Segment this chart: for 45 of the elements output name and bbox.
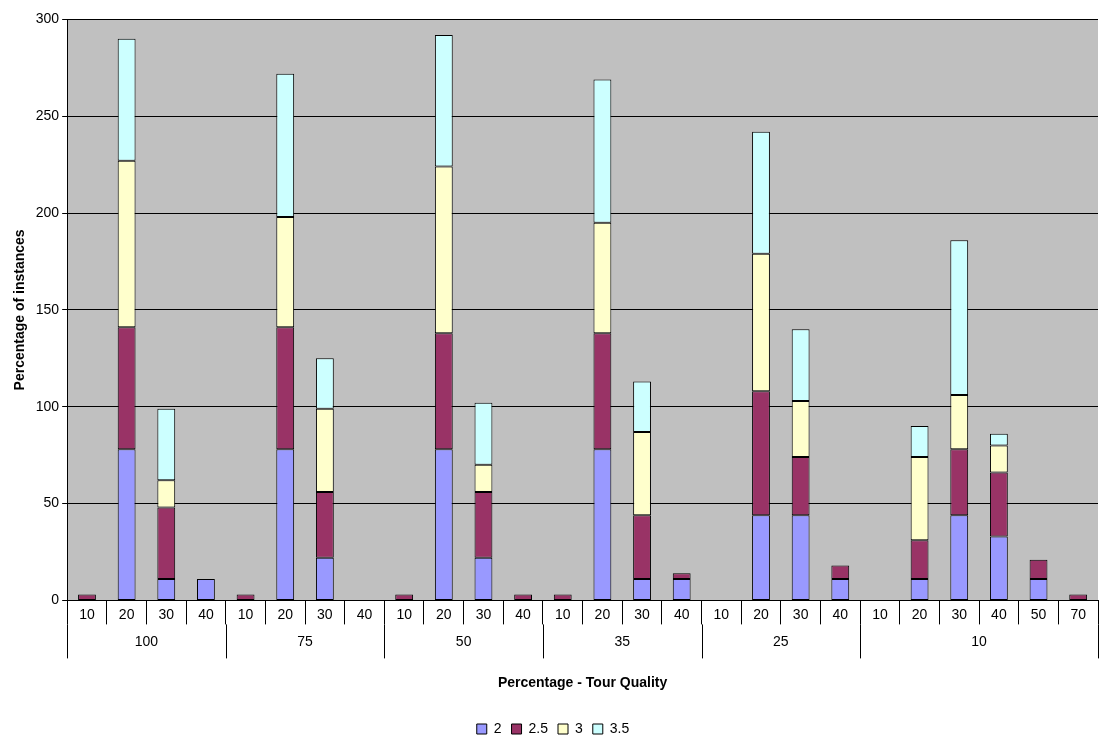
text: 50: [455, 633, 472, 650]
text: 35: [614, 633, 631, 650]
y-tick-label: 100: [35, 397, 60, 414]
x-tick-label: 30: [634, 605, 651, 622]
x-tick-label: 40: [515, 605, 532, 622]
legend-label: 2.5: [528, 719, 549, 736]
x-tick-label: 20: [594, 605, 611, 622]
x-tick-label: 70: [1070, 605, 1087, 622]
x-tick-label: 10: [872, 605, 888, 622]
x-tick-label: 50: [1030, 605, 1047, 622]
text: 75: [297, 633, 314, 650]
x-tick-label: 30: [475, 605, 492, 622]
text: 100: [134, 633, 159, 650]
y-tick-label: 0: [51, 591, 60, 608]
x-tick-label: 10: [396, 605, 413, 622]
x-tick-label: 30: [158, 605, 175, 622]
x-tick-label: 20: [118, 605, 135, 622]
x-tick-label: 10: [713, 605, 730, 622]
x-tick-label: 40: [356, 605, 373, 622]
x-tick-label: 10: [237, 605, 254, 622]
y-tick-label: 200: [35, 203, 60, 220]
y-tick-label: 150: [35, 300, 60, 317]
legend-label: 3: [575, 719, 583, 736]
x-tick-label: 10: [79, 605, 95, 622]
x-tick-label: 20: [436, 605, 452, 622]
x-tick-label: 40: [991, 605, 1007, 622]
x-axis-title: Percentage - Tour Quality: [497, 674, 668, 691]
legend-label: 2: [493, 719, 502, 736]
y-tick-label: 300: [35, 10, 60, 27]
x-tick-label: 40: [198, 605, 214, 622]
text: 25: [773, 633, 789, 650]
x-tick-label: 30: [951, 605, 968, 622]
x-tick-label: 20: [277, 605, 294, 622]
x-tick-label: 40: [832, 605, 849, 622]
legend-label: 3.5: [609, 719, 630, 736]
x-tick-label: 40: [673, 605, 690, 622]
x-tick-label: 10: [554, 605, 571, 622]
text: 10: [971, 633, 988, 650]
y-axis-title: Percentage of instances: [11, 229, 28, 391]
x-tick-label: 20: [911, 605, 928, 622]
x-tick-label: 30: [317, 605, 333, 622]
x-tick-label: 20: [753, 605, 769, 622]
y-tick-label: 250: [35, 107, 60, 124]
x-tick-label: 30: [792, 605, 809, 622]
y-tick-label: 50: [43, 494, 60, 511]
